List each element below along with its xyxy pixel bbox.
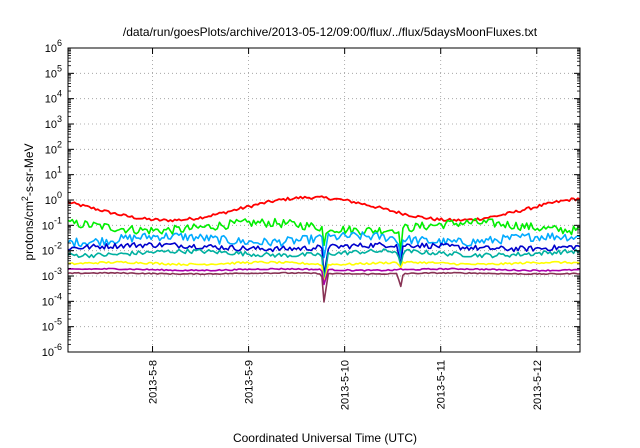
y-tick-label: 106 [45,38,62,55]
x-tick-label: 2013-5-8 [148,360,160,404]
y-tick-label: 10-6 [42,342,62,359]
x-tick-label: 2013-5-11 [436,360,448,409]
y-axis-label-base: protons/cm [22,201,36,260]
y-axis-label: protons/cm2-s-sr-MeV [20,143,36,260]
series-line-8 [67,271,581,303]
y-tick-label: 105 [45,63,62,80]
grid [68,48,580,352]
x-tick-label: 2013-5-12 [532,360,544,410]
chart-title: /data/run/goesPlots/archive/2013-05-12/0… [123,25,538,39]
series-line-3 [67,231,581,259]
y-tick-label: 10-1 [42,215,62,232]
y-tick-label: 102 [45,139,62,156]
y-axis-label-rest: -s-sr-MeV [22,143,36,196]
y-tick-label: 10-5 [42,317,62,334]
series-group [67,195,581,303]
y-tick-label: 10-3 [42,266,62,283]
y-tick-label: 101 [45,165,62,182]
x-axis: 2013-5-8 2013-5-9 2013-5-10 2013-5-11 2013-5… [148,48,544,410]
y-tick-label: 104 [45,89,62,106]
x-axis-label: Coordinated Universal Time (UTC) [233,431,417,445]
series-line-1 [67,195,581,223]
y-tick-label: 10-4 [42,291,62,308]
y-tick-label: 100 [45,190,62,207]
series-line-7 [67,267,581,286]
x-tick-label: 2013-5-9 [244,360,256,404]
x-tick-label: 2013-5-10 [340,360,352,410]
series-line-2 [67,217,581,252]
y-axis-label-sup: 2 [20,196,30,201]
y-axis: 10-6 10-5 10-4 10-3 10-2 10-1 100 101 102 103 104 1… [42,38,580,359]
y-tick-label: 103 [45,114,62,131]
y-tick-label: 10-2 [42,241,62,258]
